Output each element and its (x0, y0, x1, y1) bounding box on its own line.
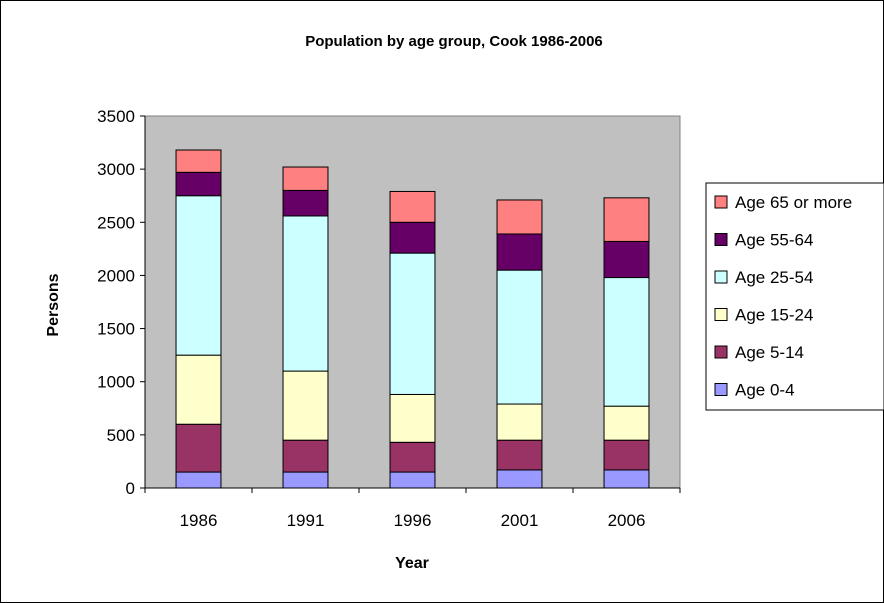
legend-label: Age 55-64 (735, 231, 813, 250)
bar-segment (496, 269, 543, 405)
bar-segment (175, 423, 222, 473)
legend-swatch (714, 195, 728, 209)
bar-segment (282, 215, 329, 372)
bar-segment (496, 439, 543, 471)
bar-segment (389, 393, 436, 443)
bar-segment (389, 190, 436, 223)
y-tick-label: 1500 (97, 320, 135, 339)
bar-segment (389, 252, 436, 395)
legend-swatch (714, 345, 728, 359)
y-tick-label: 0 (126, 479, 135, 498)
legend: Age 65 or more Age 55-64 Age 25-54 Age 15-2… (705, 182, 884, 411)
bar-segment (496, 233, 543, 271)
bar-segment (496, 199, 543, 235)
x-axis-title: Year (395, 555, 429, 572)
bar-segment (282, 189, 329, 217)
y-tick-label: 500 (107, 426, 135, 445)
bar-segment (175, 354, 222, 425)
bar-segment (603, 405, 650, 441)
x-tick-label: 1996 (394, 511, 432, 530)
bar-segment (389, 441, 436, 473)
legend-box (705, 182, 884, 411)
bar-segment (175, 149, 222, 173)
bar-segment (603, 469, 650, 489)
y-axis: 0 500 1000 1500 2000 2500 3000 3500 (97, 107, 146, 498)
bar-segment (282, 471, 329, 489)
x-tick-label: 1986 (180, 511, 218, 530)
bar-segment (603, 197, 650, 242)
x-tick-label: 2001 (501, 511, 539, 530)
legend-label: Age 25-54 (735, 268, 813, 287)
legend-swatch (714, 270, 728, 284)
bar-segment (175, 471, 222, 489)
bar-segment (282, 166, 329, 191)
x-axis: 1986 1991 1996 2001 2006 (144, 487, 681, 530)
chart-title: Population by age group, Cook 1986-2006 (305, 33, 603, 50)
x-tick-label: 2006 (608, 511, 646, 530)
bars-group (175, 149, 650, 489)
bar-segment (496, 403, 543, 441)
legend-label: Age 5-14 (735, 343, 804, 362)
y-tick-label: 1000 (97, 373, 135, 392)
bar-segment (496, 469, 543, 489)
legend-swatch (714, 233, 728, 246)
legend-label: Age 15-24 (735, 306, 813, 325)
y-tick-label: 3000 (97, 160, 135, 179)
bar-segment (389, 221, 436, 254)
x-tick-label: 1991 (287, 511, 325, 530)
legend-swatch (714, 383, 728, 396)
bar-segment (175, 195, 222, 356)
bar-segment (603, 240, 650, 279)
bar-segment (603, 277, 650, 407)
bar-segment (175, 171, 222, 197)
y-axis-title: Persons (45, 273, 62, 336)
y-tick-label: 2000 (97, 266, 135, 285)
legend-label: Age 65 or more (735, 193, 852, 212)
y-tick-label: 3500 (97, 107, 135, 126)
y-tick-label: 2500 (97, 213, 135, 232)
bar-segment (282, 370, 329, 441)
bar-segment (389, 471, 436, 489)
bar-segment (282, 439, 329, 473)
legend-swatch (714, 308, 728, 321)
bar-segment (603, 439, 650, 471)
legend-label: Age 0-4 (735, 381, 795, 400)
